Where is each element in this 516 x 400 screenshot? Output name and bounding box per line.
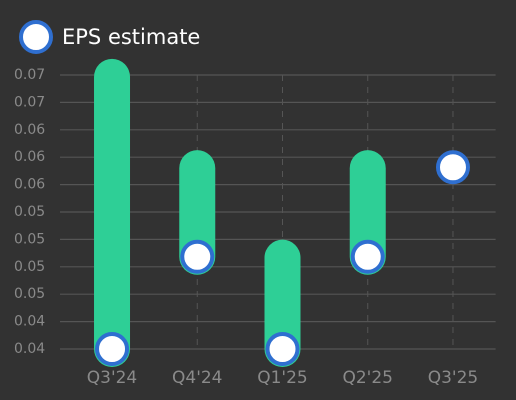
- estimate-marker: [350, 239, 385, 274]
- estimate-marker: [265, 332, 300, 366]
- y-tick-label: 0.05: [14, 231, 45, 247]
- x-tick-label: Q2'25: [342, 368, 393, 388]
- y-tick-label: 0.06: [14, 177, 45, 193]
- y-tick-label: 0.06: [14, 149, 45, 165]
- y-tick-label: 0.06: [14, 122, 45, 138]
- actual-bar: [94, 58, 131, 368]
- y-tick-label: 0.07: [14, 67, 45, 83]
- estimate-marker: [435, 150, 470, 185]
- y-tick-label: 0.05: [14, 259, 45, 275]
- x-tick-label: Q3'25: [428, 368, 479, 388]
- y-tick-label: 0.05: [14, 204, 45, 220]
- y-tick-label: 0.04: [14, 341, 45, 357]
- x-tick-label: Q3'24: [87, 368, 138, 388]
- y-tick-label: 0.04: [14, 314, 45, 330]
- estimate-marker: [180, 239, 215, 274]
- y-tick-label: 0.05: [14, 286, 45, 302]
- x-tick-label: Q4'24: [172, 368, 223, 388]
- legend-marker: [19, 20, 53, 54]
- legend-label: EPS estimate: [62, 25, 200, 49]
- x-tick-label: Q1'25: [257, 368, 308, 388]
- estimate-marker: [95, 332, 130, 366]
- y-tick-label: 0.07: [14, 94, 45, 110]
